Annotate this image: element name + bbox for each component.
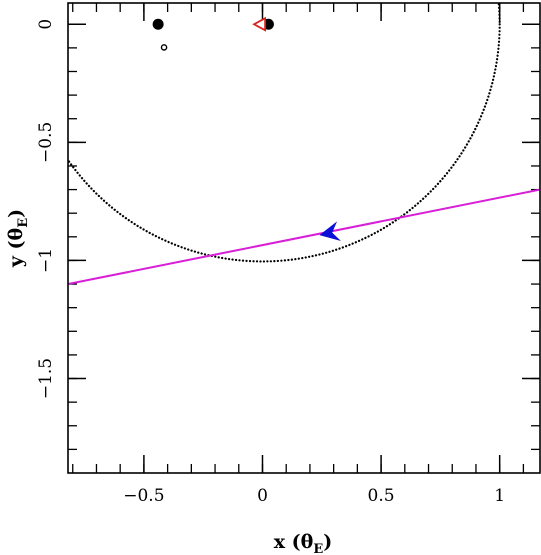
source-marker bbox=[252, 16, 267, 32]
tick-labels: −0.5 0 0.5 1 0 −0.5 −1 −1.5 bbox=[36, 19, 505, 506]
x-axis-title-close: ) bbox=[323, 531, 332, 553]
einstein-ring bbox=[68, 3, 501, 263]
y-axis-title-close: ) bbox=[5, 209, 27, 218]
x-axis-title-sub: E bbox=[313, 542, 323, 555]
plot-frame bbox=[67, 2, 541, 474]
y-tick-label: −1.5 bbox=[36, 358, 56, 399]
y-tick-label: −1 bbox=[36, 248, 56, 273]
x-tick-label: −0.5 bbox=[123, 486, 164, 506]
y-axis-title-sub: E bbox=[16, 218, 31, 228]
lens-point bbox=[152, 18, 164, 30]
data-layer bbox=[68, 3, 540, 286]
x-tick-label: 0 bbox=[257, 486, 268, 506]
x-axis-title: x (θE) bbox=[274, 531, 333, 555]
y-tick-label: −0.5 bbox=[36, 122, 56, 163]
y-axis-title-main: y (θ bbox=[5, 228, 27, 268]
x-axis-title-main: x (θ bbox=[274, 531, 314, 553]
y-axis-title: y (θE) bbox=[5, 209, 31, 268]
direction-arrow bbox=[319, 221, 341, 242]
x-tick-label: 1 bbox=[494, 486, 505, 506]
y-tick-label: 0 bbox=[36, 19, 56, 30]
major-ticks bbox=[68, 3, 540, 473]
points-layer bbox=[152, 16, 274, 51]
image-point bbox=[160, 44, 168, 51]
source-trajectory bbox=[68, 188, 540, 286]
x-tick-label: 0.5 bbox=[368, 486, 395, 506]
minor-ticks bbox=[68, 3, 540, 473]
